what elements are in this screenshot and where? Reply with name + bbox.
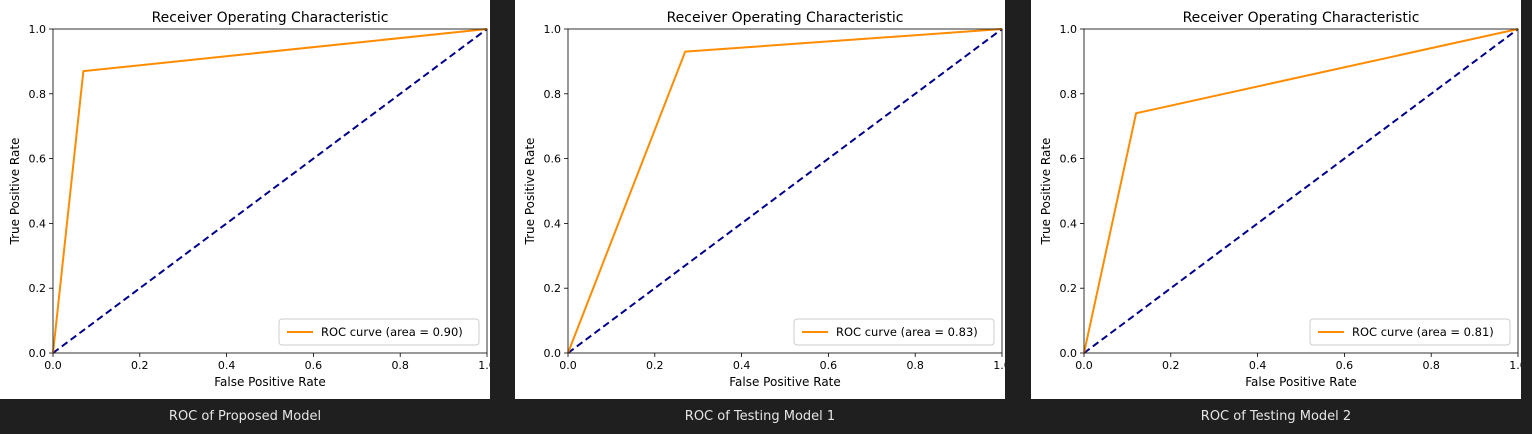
y-tick-label: 0.6 [29,153,47,166]
y-tick-label: 0.4 [544,217,562,230]
x-axis-label: False Positive Rate [729,375,841,389]
legend-box [1309,318,1511,346]
x-tick-label: 0.6 [820,359,838,372]
plot-card: Receiver Operating Characteristic 0.0 0.2 0… [515,0,1005,399]
chart-caption: ROC of Proposed Model [168,409,322,424]
y-axis-label: True Positive Rate [1039,138,1053,246]
y-tick-label: 0.0 [544,347,562,360]
x-tick-label: 1.0 [478,359,490,372]
roc-chart: Receiver Operating Characteristic 0.0 0.2 0… [523,10,1005,389]
y-tick-label: 0.8 [544,88,562,101]
x-tick-label: 0.2 [646,359,664,372]
y-tick-label: 0.0 [1060,347,1078,360]
y-tick-label: 0.8 [1060,88,1078,101]
x-tick-label: 0.0 [44,359,62,372]
x-tick-label: 0.6 [1336,359,1354,372]
x-tick-label: 0.2 [1162,359,1180,372]
x-axis-label: False Positive Rate [1245,375,1357,389]
diagonal-reference-line [1083,28,1519,354]
y-tick-label: 1.0 [1060,23,1078,36]
plot-frame [1083,28,1519,354]
y-tick-label: 0.2 [1060,282,1078,295]
y-axis-label: True Positive Rate [8,138,22,246]
diagonal-reference-line [567,28,1003,354]
y-tick-label: 0.0 [29,347,47,360]
x-tick-label: 1.0 [993,359,1005,372]
legend-label: ROC curve (area = 0.81) [1352,325,1494,339]
x-tick-label: 0.8 [391,359,409,372]
x-axis-label: False Positive Rate [214,375,326,389]
roc-curve-line [52,28,488,354]
chart-caption: ROC of Testing Model 1 [684,409,836,424]
y-tick-label: 0.2 [544,282,562,295]
roc-curve-line [567,28,1003,354]
x-tick-label: 0.8 [1422,359,1440,372]
chart-title: Receiver Operating Characteristic [1183,10,1420,26]
plot-card: Receiver Operating Characteristic 0.0 0.2 0… [0,0,490,399]
y-tick-label: 0.4 [1060,217,1078,230]
roc-chart: Receiver Operating Characteristic 0.0 0.2 0… [1039,10,1521,389]
y-tick-label: 1.0 [29,23,47,36]
roc-panel-proposed: Receiver Operating Characteristic 0.0 0.2 0… [0,0,490,434]
plot-card: Receiver Operating Characteristic 0.0 0.2 0… [1031,0,1521,399]
chart-title: Receiver Operating Characteristic [667,10,904,26]
y-tick-label: 0.6 [1060,153,1078,166]
x-tick-label: 0.4 [733,359,751,372]
y-tick-label: 1.0 [544,23,562,36]
plot-frame [52,28,488,354]
y-tick-label: 0.4 [29,217,47,230]
x-tick-label: 0.4 [1249,359,1267,372]
legend-label: ROC curve (area = 0.90) [321,325,463,339]
legend-label: ROC curve (area = 0.83) [836,325,978,339]
roc-panel-testing-model-1: Receiver Operating Characteristic 0.0 0.2 0… [515,0,1005,434]
x-tick-label: 1.0 [1509,359,1521,372]
legend-box [278,318,480,346]
roc-curve-line [1083,28,1519,354]
y-tick-label: 0.6 [544,153,562,166]
legend-box [793,318,995,346]
x-tick-label: 0.8 [906,359,924,372]
chart-caption: ROC of Testing Model 2 [1200,409,1352,424]
y-tick-label: 0.8 [29,88,47,101]
x-tick-label: 0.4 [218,359,236,372]
y-tick-label: 0.2 [29,282,47,295]
roc-panel-testing-model-2: Receiver Operating Characteristic 0.0 0.2 0… [1031,0,1521,434]
x-tick-label: 0.6 [305,359,323,372]
roc-chart: Receiver Operating Characteristic 0.0 0.2 0… [8,10,490,389]
x-tick-label: 0.2 [131,359,149,372]
x-tick-label: 0.0 [559,359,577,372]
chart-title: Receiver Operating Characteristic [152,10,389,26]
plot-frame [567,28,1003,354]
diagonal-reference-line [52,28,488,354]
x-tick-label: 0.0 [1075,359,1093,372]
y-axis-label: True Positive Rate [523,138,537,246]
